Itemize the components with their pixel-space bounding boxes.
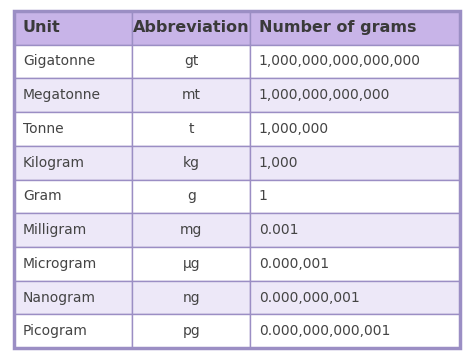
Text: 0.000,000,000,001: 0.000,000,000,001 [259,325,390,338]
Text: Megatonne: Megatonne [23,88,101,102]
Bar [132,78,250,112]
Text: pg: pg [182,325,200,338]
Text: mt: mt [182,88,201,102]
Text: Unit: Unit [23,20,61,35]
Bar [132,281,250,314]
Bar [132,314,250,348]
Text: Microgram: Microgram [23,257,97,271]
Bar [14,45,132,78]
Text: 0.001: 0.001 [259,223,299,237]
Bar [14,180,132,213]
Text: 1,000,000: 1,000,000 [259,122,329,136]
Text: Picogram: Picogram [23,325,88,338]
Text: 1: 1 [259,190,268,203]
Text: Milligram: Milligram [23,223,87,237]
Bar [250,112,460,146]
Text: Kilogram: Kilogram [23,156,85,169]
Bar [132,112,250,146]
Bar [132,247,250,281]
Text: g: g [187,190,196,203]
Bar [250,78,460,112]
Bar [14,213,132,247]
Bar [14,112,132,146]
Bar [250,247,460,281]
Bar [14,11,132,45]
Text: 1,000: 1,000 [259,156,299,169]
Bar [132,146,250,180]
Bar [250,180,460,213]
Text: μg: μg [182,257,200,271]
Text: kg: kg [183,156,200,169]
Text: Gigatonne: Gigatonne [23,55,95,68]
Bar [14,247,132,281]
Bar [250,146,460,180]
Text: mg: mg [180,223,202,237]
Bar [250,45,460,78]
Bar [250,213,460,247]
Text: gt: gt [184,55,199,68]
Text: Nanogram: Nanogram [23,291,96,304]
Text: Number of grams: Number of grams [259,20,416,35]
Text: 1,000,000,000,000: 1,000,000,000,000 [259,88,390,102]
Text: 0.000,001: 0.000,001 [259,257,329,271]
Bar [132,45,250,78]
Text: t: t [189,122,194,136]
Text: Tonne: Tonne [23,122,64,136]
Bar [14,281,132,314]
Bar [132,11,250,45]
Text: 0.000,000,001: 0.000,000,001 [259,291,360,304]
Bar [132,180,250,213]
Bar [14,146,132,180]
Bar [250,314,460,348]
Text: 1,000,000,000,000,000: 1,000,000,000,000,000 [259,55,421,68]
Bar [132,213,250,247]
Text: Abbreviation: Abbreviation [133,20,250,35]
Bar [14,78,132,112]
Text: ng: ng [182,291,200,304]
Bar [250,11,460,45]
Bar [14,314,132,348]
Text: Gram: Gram [23,190,61,203]
Bar [250,281,460,314]
